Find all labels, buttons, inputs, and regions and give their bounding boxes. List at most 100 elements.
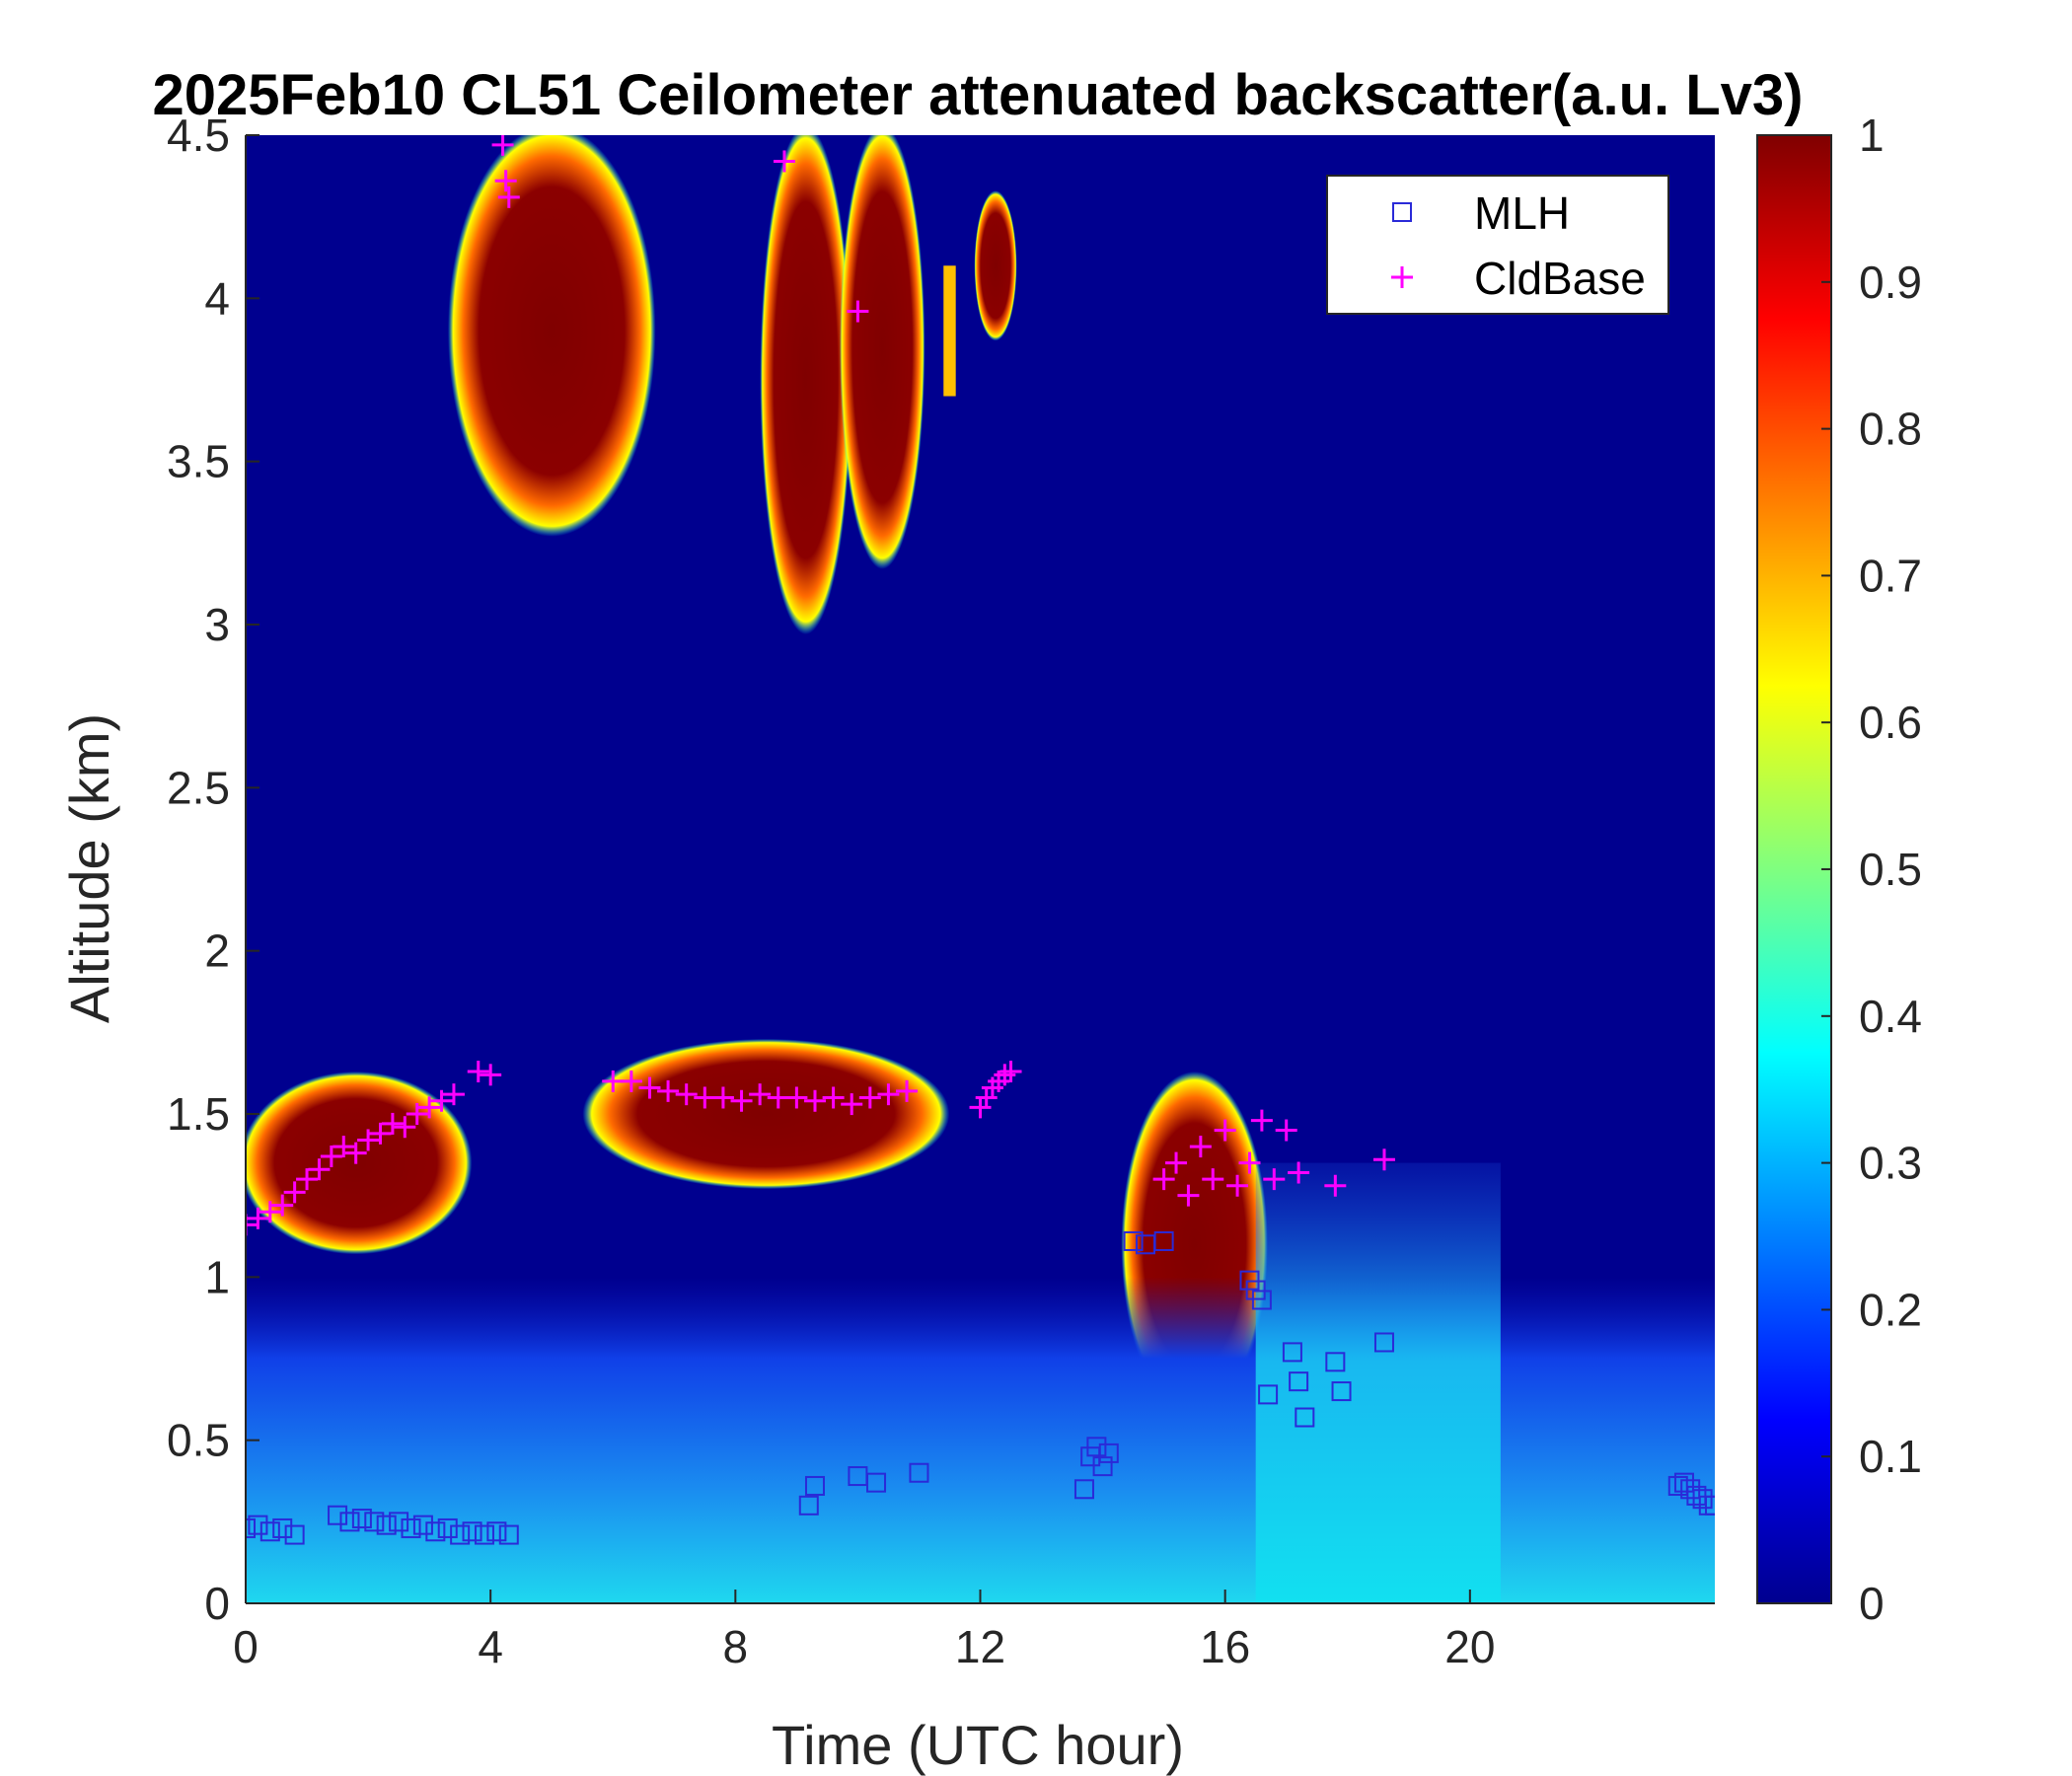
heat-region	[246, 1071, 473, 1255]
mlh-point	[1153, 1230, 1174, 1251]
mlh-point	[284, 1524, 305, 1545]
legend: MLH CldBase	[1326, 175, 1669, 315]
y-axis-label: Altitude (km)	[58, 713, 120, 1023]
mlh-point	[425, 1521, 446, 1542]
y-tick-label: 2	[204, 925, 230, 977]
heat-region	[760, 135, 851, 634]
cldbase-point	[480, 1064, 502, 1086]
cldbase-point	[494, 170, 517, 192]
cldbase-point	[497, 185, 520, 208]
mlh-point	[412, 1515, 433, 1535]
cldbase-point	[1177, 1184, 1200, 1207]
cldbase-point	[418, 1096, 441, 1119]
legend-cldbase-marker	[1391, 266, 1413, 288]
cldbase-point	[749, 1083, 772, 1106]
cldbase-point	[1189, 1136, 1212, 1158]
y-tick-label: 1.5	[167, 1088, 230, 1140]
x-tick-label: 20	[1444, 1621, 1495, 1672]
mlh-point	[272, 1517, 293, 1538]
x-tick-label: 12	[955, 1621, 1005, 1672]
cldbase-point	[320, 1145, 342, 1167]
y-axis-ticks: 0 0.5 1 1.5 2 2.5 3 3.5 4 4.5	[167, 110, 259, 1629]
y-tick-label: 4	[204, 272, 230, 324]
mlh-point	[1251, 1290, 1272, 1310]
cldbase-point	[283, 1181, 306, 1204]
cldbase-point	[1152, 1168, 1175, 1191]
mlh-point	[1325, 1352, 1346, 1372]
mlh-point	[364, 1512, 385, 1532]
x-tick-label: 0	[233, 1621, 259, 1672]
cldbase-point	[847, 300, 869, 323]
cldbase-point	[620, 1070, 642, 1092]
colorbar-tick-label: 0.7	[1859, 550, 1922, 601]
cldbase-point	[785, 1086, 808, 1109]
cldbase-point	[1165, 1151, 1188, 1174]
mlh-point	[474, 1524, 494, 1545]
mlh-point	[1331, 1381, 1352, 1402]
mlh-point	[328, 1505, 348, 1525]
mlh-point	[1282, 1342, 1302, 1363]
colorbar-tick-label: 0	[1859, 1578, 1885, 1629]
y-tick-label: 1	[204, 1251, 230, 1302]
mlh-point	[437, 1517, 458, 1538]
heatmap-layer	[246, 135, 1715, 1603]
x-axis-ticks: 0 4 8 12 16 20	[233, 1590, 1715, 1672]
x-tick-label: 8	[723, 1621, 749, 1672]
mlh-point	[1289, 1371, 1309, 1392]
legend-mlh-marker	[1392, 202, 1412, 222]
cldbase-point	[999, 1061, 1022, 1083]
mlh-point	[866, 1472, 887, 1493]
colorbar-tick-label: 0.5	[1859, 844, 1922, 895]
mlh-point	[376, 1515, 397, 1535]
cldbase-point	[822, 1086, 845, 1109]
mlh-point	[1258, 1384, 1279, 1405]
heat-region	[974, 190, 1017, 341]
cldbase-point	[1324, 1174, 1347, 1197]
y-tick-label: 0	[204, 1578, 230, 1629]
cldbase-point	[1275, 1119, 1297, 1142]
x-tick-label: 16	[1200, 1621, 1250, 1672]
y-tick-label: 3.5	[167, 436, 230, 487]
mlh-point	[351, 1509, 372, 1529]
mlh-point	[498, 1524, 519, 1545]
heat-region	[447, 135, 656, 537]
mlh-point	[248, 1515, 268, 1535]
colorbar-tick-label: 0.4	[1859, 991, 1922, 1042]
cldbase-point	[271, 1194, 294, 1217]
cldbase-point	[773, 150, 795, 173]
mlh-point	[1092, 1456, 1113, 1477]
cldbase-point	[369, 1122, 392, 1145]
cldbase-point	[767, 1086, 789, 1109]
mlh-point	[1692, 1489, 1713, 1510]
legend-box	[1326, 175, 1669, 315]
cldbase-point	[896, 1079, 919, 1102]
mlh-point	[1673, 1472, 1694, 1493]
colorbar-tick-label: 0.2	[1859, 1284, 1922, 1335]
cldbase-point	[1238, 1151, 1261, 1174]
cldbase-point	[1202, 1168, 1224, 1191]
cldbase-point	[1263, 1168, 1286, 1191]
cldbase-point	[730, 1089, 753, 1112]
colorbar-ticks: 0 0.1 0.2 0.3 0.4 0.5 0.6 0.7 0.8 0.9 1	[1821, 110, 1922, 1629]
cldbase-point	[357, 1129, 380, 1151]
legend-mlh-label: MLH	[1474, 187, 1570, 239]
heat-region	[840, 135, 925, 569]
cldbase-point	[406, 1103, 428, 1125]
mlh-point	[259, 1521, 280, 1542]
cldbase-point	[841, 1093, 863, 1116]
cldbase-point	[247, 1207, 269, 1229]
mlh-point	[798, 1495, 819, 1516]
cldbase-point	[246, 1214, 257, 1236]
cldbase-point	[1214, 1119, 1236, 1142]
cldbase-point	[675, 1083, 698, 1106]
mlh-point	[1373, 1332, 1394, 1353]
cldbase-point	[333, 1136, 355, 1158]
cldbase-point	[694, 1086, 716, 1109]
cldbase-point	[877, 1083, 900, 1106]
heat-region	[582, 1038, 950, 1190]
cldbase-point	[394, 1116, 416, 1139]
chart-title: 2025Feb10 CL51 Ceilometer attenuated bac…	[153, 63, 1804, 127]
mlh-point	[246, 1517, 256, 1538]
cldbase-point	[1226, 1174, 1249, 1197]
cldbase-point	[1372, 1148, 1395, 1171]
